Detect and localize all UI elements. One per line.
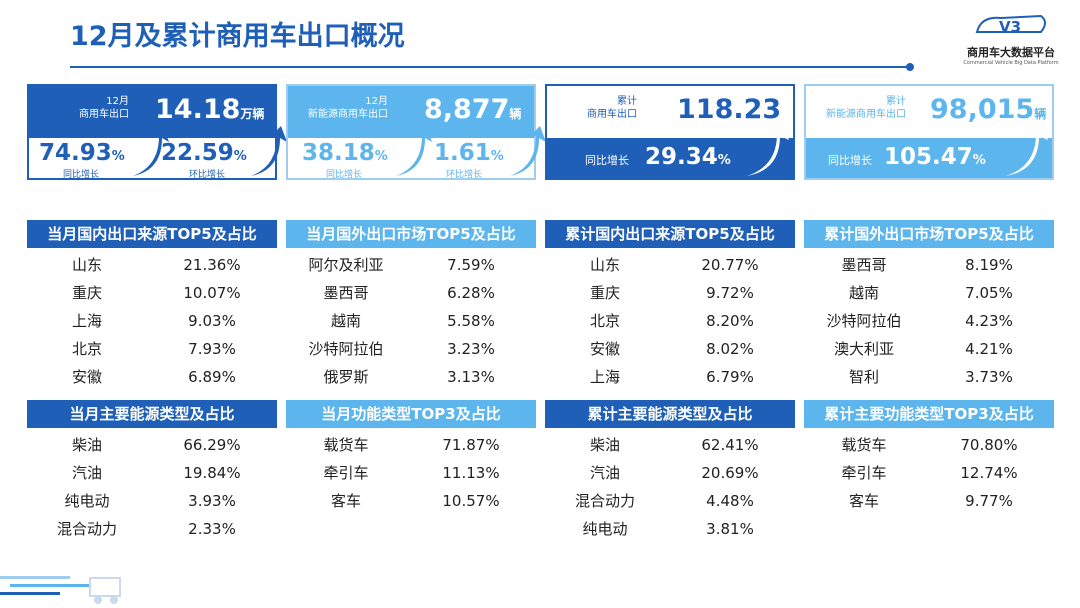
yoy-label: 同比增长 [63, 170, 100, 180]
yoy-value: 38.18 [302, 140, 375, 166]
growth-arrow-icon [396, 126, 432, 176]
section-header: 当月功能类型TOP3及占比 [286, 400, 536, 428]
list-item: 山东 20.77% [589, 256, 759, 274]
logo-mark-text: V3 [999, 18, 1021, 36]
section-header: 累计主要能源类型及占比 [545, 400, 795, 428]
logo-name: 商用车大数据平台 [967, 46, 1055, 59]
title-underline [70, 63, 914, 71]
growth-arrow-icon [747, 122, 789, 176]
growth-arrow-icon [1006, 122, 1048, 176]
card-label: 新能源商用车出口 [826, 109, 906, 120]
list-item: 客车 9.77% [848, 492, 1013, 510]
mom-value: 22.59 [161, 140, 234, 166]
card-period: 12月 [106, 96, 129, 107]
list-item: 澳大利亚 4.21% [833, 340, 1013, 358]
growth-arrow-icon [133, 126, 169, 176]
list-item: 客车 10.57% [330, 492, 500, 510]
card-unit: 辆 [509, 107, 522, 121]
section-header: 当月国外出口市场TOP5及占比 [286, 220, 536, 248]
list-item: 牵引车 12.74% [841, 464, 1018, 482]
mom-value: 1.61 [434, 140, 491, 166]
list-item: 载货车 70.80% [841, 436, 1018, 454]
mom-label: 环比增长 [189, 170, 226, 180]
list-item: 牵引车 11.13% [323, 464, 500, 482]
list-item: 沙特阿拉伯 3.23% [308, 340, 495, 358]
card-period: 12月 [365, 96, 388, 107]
list-item: 混合动力 4.48% [574, 492, 754, 510]
section-header: 当月主要能源类型及占比 [27, 400, 277, 428]
list-item: 俄罗斯 3.13% [323, 368, 495, 386]
section-header: 累计国外出口市场TOP5及占比 [804, 220, 1054, 248]
card-dec-cv-export: 12月 商用车出口 14.18万辆 74.93% 同比增长 22.59% 环比增… [27, 84, 287, 180]
card-value: 14.18 [155, 94, 241, 125]
list-item: 柴油 62.41% [589, 436, 759, 454]
card-unit: 辆 [1034, 107, 1047, 121]
list-item: 上海 6.79% [589, 368, 754, 386]
card-label: 新能源商用车出口 [308, 109, 388, 120]
list-item: 安徽 6.89% [71, 368, 236, 386]
truck-decoration-icon [0, 576, 121, 604]
platform-logo: V3 商用车大数据平台 Commercial Vehicle Big Data … [956, 12, 1066, 70]
card-period: 累计 [617, 96, 637, 107]
yoy-label: 同比增长 [585, 154, 629, 167]
list-item: 墨西哥 8.19% [841, 256, 1013, 274]
card-cum-cv-export: 累计 商用车出口 118.23万辆 同比增长 29.34% [545, 84, 795, 180]
growth-arrow-icon [510, 126, 546, 176]
list-item: 上海 9.03% [71, 312, 236, 330]
card-unit: 万辆 [240, 107, 265, 121]
page-title: 12月及累计商用车出口概况 [70, 21, 405, 52]
list-item: 纯电动 3.93% [64, 492, 236, 510]
mom-label: 环比增长 [446, 170, 483, 180]
card-value: 98,015 [930, 94, 1035, 125]
card-value: 118.23 [677, 94, 782, 125]
list-item: 北京 7.93% [71, 340, 236, 358]
list-item: 北京 8.20% [589, 312, 754, 330]
list-item: 阿尔及利亚 7.59% [308, 256, 495, 274]
list-item: 智利 3.73% [848, 368, 1013, 386]
list-item: 汽油 19.84% [71, 464, 241, 482]
card-label: 商用车出口 [79, 109, 129, 120]
growth-arrow-icon [251, 126, 287, 176]
list-item: 重庆 10.07% [71, 284, 241, 302]
list-item: 重庆 9.72% [589, 284, 754, 302]
yoy-value: 29.34 [645, 144, 718, 170]
yoy-label: 同比增长 [828, 154, 872, 167]
card-value: 8,877 [424, 94, 510, 125]
section-header: 当月国内出口来源TOP5及占比 [27, 220, 277, 248]
section-header: 累计主要功能类型TOP3及占比 [804, 400, 1054, 428]
logo-english-name: Commercial Vehicle Big Data Platform [963, 60, 1059, 66]
logo-mark-icon: V3 [975, 14, 1046, 36]
yoy-value: 105.47 [884, 144, 973, 170]
list-item: 纯电动 3.81% [582, 520, 754, 538]
card-label: 商用车出口 [587, 109, 637, 120]
yoy-label: 同比增长 [326, 170, 363, 180]
list-item: 汽油 20.69% [589, 464, 759, 482]
list-item: 混合动力 2.33% [56, 520, 236, 538]
list-item: 沙特阿拉伯 4.23% [826, 312, 1013, 330]
list-item: 越南 5.58% [330, 312, 495, 330]
list-item: 山东 21.36% [71, 256, 241, 274]
list-item: 安徽 8.02% [589, 340, 754, 358]
card-period: 累计 [886, 96, 906, 107]
card-cum-nev-export: 累计 新能源商用车出口 98,015辆 同比增长 105.47% [804, 84, 1054, 180]
list-item: 柴油 66.29% [71, 436, 241, 454]
section-header: 累计国内出口来源TOP5及占比 [545, 220, 795, 248]
yoy-value: 74.93 [39, 140, 112, 166]
list-item: 越南 7.05% [848, 284, 1013, 302]
card-dec-nev-export: 12月 新能源商用车出口 8,877辆 38.18% 同比增长 1.61% 环比… [286, 84, 546, 180]
list-item: 载货车 71.87% [323, 436, 500, 454]
list-item: 墨西哥 6.28% [323, 284, 495, 302]
